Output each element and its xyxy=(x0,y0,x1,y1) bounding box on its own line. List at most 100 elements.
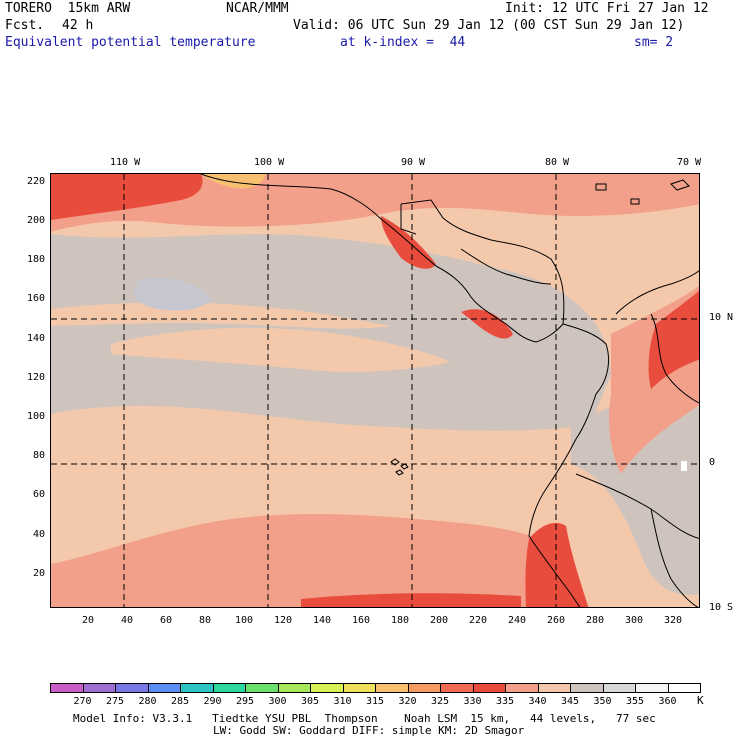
x-tick: 320 xyxy=(663,615,683,626)
coastline-caribbean xyxy=(400,199,565,325)
field-name: Equivalent potential temperature xyxy=(5,35,256,50)
colorbar-swatch xyxy=(537,683,571,693)
x-tick: 100 xyxy=(234,615,254,626)
x-tick: 280 xyxy=(585,615,605,626)
red-region-mexico-coast xyxy=(51,174,203,220)
red-region-south-strip xyxy=(301,593,521,607)
x-tick: 220 xyxy=(468,615,488,626)
lat-label-10n: 10 N xyxy=(709,312,734,323)
colorbar-label: 345 xyxy=(560,696,580,707)
model-title: TORERO 15km ARW xyxy=(5,1,131,16)
x-tick: 140 xyxy=(312,615,332,626)
colorbar-label: 355 xyxy=(625,696,645,707)
colorbar-swatch xyxy=(180,683,214,693)
colorbar-swatch xyxy=(635,683,669,693)
lat-label-0: 0 xyxy=(709,457,716,468)
forecast-hour: 42 h xyxy=(62,18,94,33)
colorbar-label: 335 xyxy=(495,696,515,707)
colorbar-swatch xyxy=(440,683,474,693)
x-tick: 80 xyxy=(198,615,212,626)
level-index: at k-index = 44 xyxy=(340,35,466,50)
x-tick: 40 xyxy=(120,615,134,626)
lon-label-90w: 90 W xyxy=(400,157,426,168)
peach-gap-mid xyxy=(111,327,451,372)
colorbar-label: 280 xyxy=(138,696,157,707)
colorbar-swatch xyxy=(82,683,116,693)
colorbar-label: 275 xyxy=(105,696,125,707)
colorbar-label: 340 xyxy=(528,696,547,707)
border-ecuador-peru xyxy=(575,473,699,539)
y-tick: 20 xyxy=(32,568,45,579)
colorbar-swatch xyxy=(472,683,506,693)
y-tick: 140 xyxy=(26,333,45,344)
x-tick: 60 xyxy=(159,615,173,626)
y-tick: 220 xyxy=(26,176,45,187)
colorbar-label: 360 xyxy=(658,696,677,707)
border-colombia-venezuela xyxy=(650,313,699,404)
x-tick: 20 xyxy=(81,615,95,626)
center-label: NCAR/MMM xyxy=(226,1,289,16)
colorbar-label: 270 xyxy=(73,696,92,707)
border-mexico-guatemala xyxy=(400,204,417,235)
red-region-costa-rica xyxy=(461,309,513,339)
gray-patch-west xyxy=(134,277,211,311)
model-info-line2: LW: Godd SW: Goddard DIFF: simple KM: 2D… xyxy=(213,724,525,737)
salmon-region-northwest xyxy=(51,174,699,232)
coastline-central-america xyxy=(468,293,564,343)
colorbar-swatch xyxy=(505,683,539,693)
colorbar-swatch xyxy=(407,683,441,693)
model-info-line1: Model Info: V3.3.1 Tiedtke YSU PBL Thomp… xyxy=(73,712,656,725)
colorbar-label: 290 xyxy=(203,696,222,707)
x-tick: 240 xyxy=(507,615,527,626)
colorbar-swatch xyxy=(212,683,246,693)
lon-label-110w: 110 W xyxy=(110,157,141,168)
valid-time: Valid: 06 UTC Sun 29 Jan 12 (00 CST Sun … xyxy=(293,18,685,33)
colorbar-label: 330 xyxy=(463,696,482,707)
red-region-colombia xyxy=(648,290,699,389)
colorbar-label: 315 xyxy=(365,696,385,707)
y-tick: 200 xyxy=(26,215,45,226)
colorbar-swatch xyxy=(50,683,84,693)
colorbar-label: 295 xyxy=(235,696,255,707)
colorbar-label: 320 xyxy=(398,696,417,707)
x-tick: 300 xyxy=(624,615,644,626)
y-tick: 180 xyxy=(26,254,45,265)
colorbar-label: 300 xyxy=(268,696,287,707)
white-patch xyxy=(681,461,687,471)
gray-band-east xyxy=(571,389,699,595)
lon-label-80w: 80 W xyxy=(544,157,570,168)
coastline-mexico xyxy=(200,174,470,295)
colorbar-swatch xyxy=(667,683,701,693)
colorbar-label: 305 xyxy=(300,696,320,707)
forecast-label: Fcst. xyxy=(5,18,45,33)
colorbar-swatch xyxy=(342,683,376,693)
caribbean-islands xyxy=(595,179,690,205)
lat-label-10s: 10 S xyxy=(709,602,734,613)
y-tick: 160 xyxy=(26,293,45,304)
x-tick: 200 xyxy=(429,615,449,626)
coastline-venezuela xyxy=(615,270,699,315)
colorbar-swatch xyxy=(147,683,181,693)
y-tick: 100 xyxy=(26,411,45,422)
salmon-region-south xyxy=(51,514,571,607)
colorbar-unit: K xyxy=(697,694,704,707)
theta-e-map xyxy=(50,173,700,608)
x-tick: 260 xyxy=(546,615,566,626)
smoothing-label: sm= 2 xyxy=(634,35,674,50)
lon-label-100w: 100 W xyxy=(254,157,285,168)
colorbar-label: 285 xyxy=(170,696,190,707)
gray-band-north xyxy=(51,234,611,431)
lon-label-70w: 70 W xyxy=(676,157,702,168)
y-tick: 60 xyxy=(32,489,45,500)
colorbar-swatch xyxy=(277,683,311,693)
x-tick: 120 xyxy=(273,615,293,626)
yellow-patch-north xyxy=(201,174,266,189)
init-time: Init: 12 UTC Fri 27 Jan 12 xyxy=(505,1,709,16)
colorbar-label: 325 xyxy=(430,696,450,707)
colorbar-label: 310 xyxy=(333,696,352,707)
y-tick: 120 xyxy=(26,372,45,383)
colorbar-swatch xyxy=(570,683,604,693)
x-tick: 160 xyxy=(351,615,371,626)
colorbar-swatch xyxy=(310,683,344,693)
peach-strip-north xyxy=(51,302,391,329)
